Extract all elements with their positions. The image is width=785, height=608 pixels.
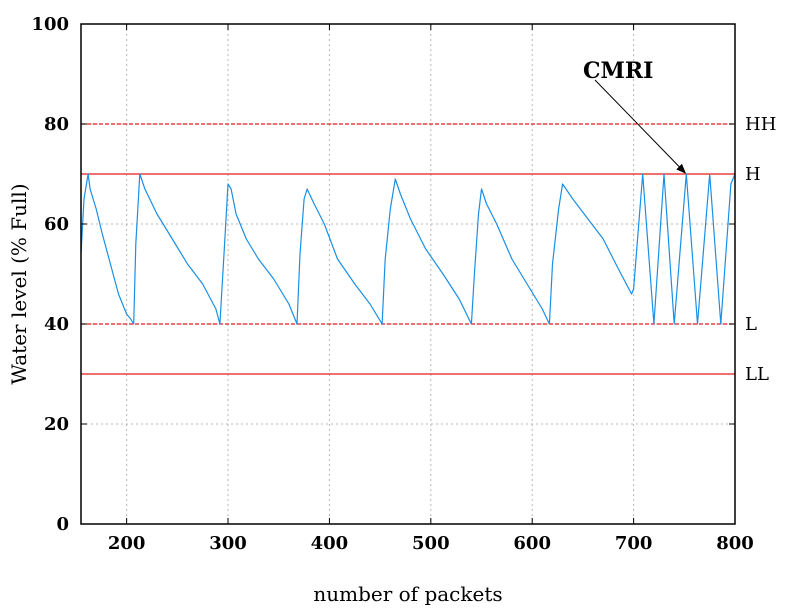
reference-label-hh: HH: [745, 114, 776, 135]
annotation-arrow: [594, 79, 687, 174]
y-tick-label: 0: [56, 514, 69, 535]
y-tick-label: 60: [44, 214, 69, 235]
x-tick-label: 700: [615, 533, 653, 554]
annotation-layer: CMRI: [583, 58, 687, 174]
x-tick-label: 500: [412, 533, 450, 554]
y-tick-label: 80: [44, 114, 69, 135]
y-tick-label: 40: [44, 314, 69, 335]
x-tick-label: 300: [209, 533, 247, 554]
axis-ticks: 200 300 400 500 600 700 800 0 20 40 60 80 100: [31, 14, 753, 554]
y-tick-label: 100: [31, 14, 69, 35]
y-tick-label: 20: [44, 414, 69, 435]
plot-frame: [80, 23, 736, 525]
grid-lines: [81, 24, 735, 524]
x-tick-label: 200: [108, 533, 146, 554]
x-tick-label: 400: [311, 533, 349, 554]
reference-label-l: L: [745, 314, 757, 335]
x-tick-label: 800: [716, 533, 754, 554]
x-tick-label: 600: [513, 533, 551, 554]
reference-label-h: H: [745, 164, 761, 185]
series-layer: [80, 173, 736, 325]
y-axis-label: Water level (% Full): [7, 183, 31, 384]
reference-label-ll: LL: [745, 364, 769, 385]
series-line-0: [80, 173, 736, 325]
annotation-label: CMRI: [583, 58, 653, 84]
x-axis-label: number of packets: [313, 582, 502, 606]
